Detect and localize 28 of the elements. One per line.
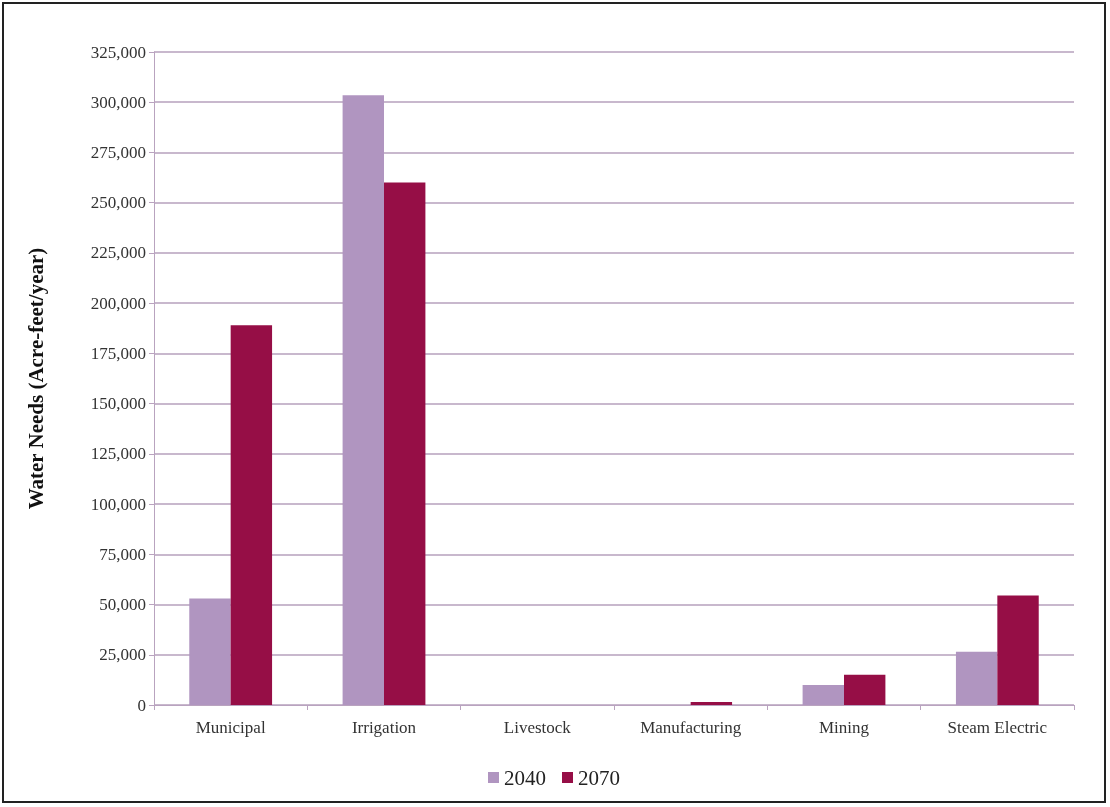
y-tick-label: 275,000 [90, 142, 146, 162]
bar [844, 674, 886, 705]
y-tick-label: 150,000 [90, 394, 146, 414]
bar [230, 325, 273, 705]
y-tick-label: 175,000 [90, 343, 146, 363]
y-tick-label: 300,000 [90, 92, 146, 112]
y-tick-label: 50,000 [99, 595, 146, 615]
y-tick-label: 125,000 [90, 444, 146, 464]
legend-label: 2070 [578, 765, 620, 790]
bar [384, 182, 426, 705]
y-tick-label: 200,000 [90, 293, 146, 313]
y-tick-label: 250,000 [90, 193, 146, 213]
x-tick-label: Municipal [195, 718, 266, 737]
y-tick-label: 100,000 [90, 494, 146, 514]
x-tick-label: Mining [818, 718, 870, 737]
x-tick-label: Livestock [503, 718, 572, 737]
y-tick-label: 225,000 [90, 243, 146, 263]
bar [997, 595, 1039, 705]
y-tick-label: 25,000 [99, 645, 146, 665]
x-tick-label: Steam Electric [947, 718, 1048, 737]
y-tick-label: 0 [137, 695, 146, 715]
legend-label: 2040 [504, 765, 546, 790]
y-axis-title: Water Needs (Acre-feet/year) [23, 247, 48, 510]
y-tick-label: 75,000 [99, 544, 146, 564]
x-tick-label: Manufacturing [640, 718, 742, 737]
y-tick-label: 325,000 [90, 42, 146, 62]
x-tick-label: Irrigation [351, 718, 417, 737]
bar [690, 701, 733, 705]
